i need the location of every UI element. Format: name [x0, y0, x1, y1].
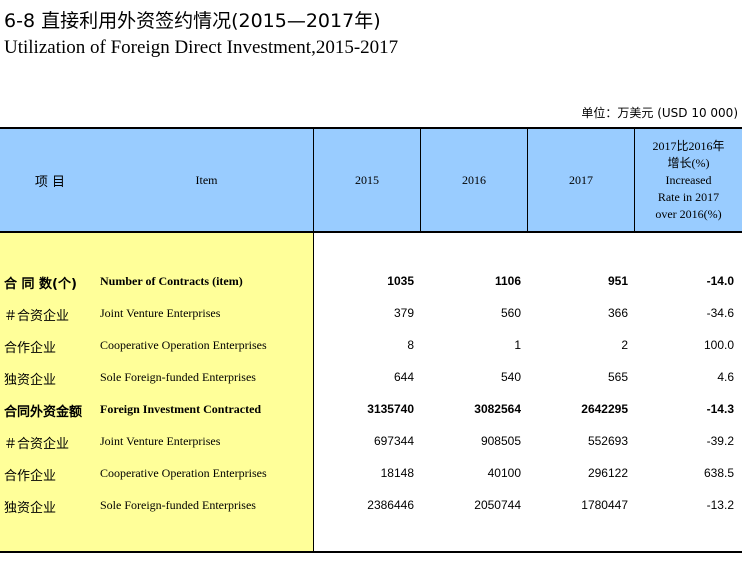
- header-growth-line: Rate in 2017: [657, 189, 720, 204]
- column-divider: [634, 129, 635, 231]
- table-row: 独资企业 Sole Foreign-funded Enterprises 2386…: [0, 489, 742, 521]
- table-row: 独资企业 Sole Foreign-funded Enterprises 644 5…: [0, 361, 742, 393]
- column-divider: [527, 129, 528, 231]
- table-row: 合作企业 Cooperative Operation Enterprises 18…: [0, 457, 742, 489]
- table-row: ＃合资企业 Joint Venture Enterprises 697344 908…: [0, 425, 742, 457]
- row-label-en: Cooperative Operation Enterprises: [100, 466, 267, 480]
- table-row: 合同外资金额 Foreign Investment Contracted 31357…: [0, 393, 742, 425]
- value-2015: 18148: [380, 466, 414, 480]
- value-2016: 1106: [494, 274, 521, 288]
- table-row: 合作企业 Cooperative Operation Enterprises 8 1…: [0, 329, 742, 361]
- column-divider: [313, 129, 314, 231]
- value-2015: 8: [407, 338, 414, 352]
- value-2017: 1780447: [581, 498, 628, 512]
- table-bottom-rule: [0, 551, 742, 553]
- table-title-chinese: 6-8 直接利用外资签约情况(2015—2017年): [4, 10, 381, 32]
- column-divider: [420, 129, 421, 231]
- header-growth-rate: 2017比2016年 增长(%) Increased Rate in 2017 …: [635, 129, 742, 231]
- value-2015: 1035: [387, 274, 414, 288]
- header-year-2016: 2016: [462, 172, 486, 187]
- value-2017: 366: [607, 306, 628, 320]
- value-2015: 697344: [373, 434, 414, 448]
- value-2016: 560: [500, 306, 521, 320]
- row-label-en: Joint Venture Enterprises: [100, 434, 221, 448]
- value-2015: 3135740: [367, 402, 414, 416]
- value-2015: 2386446: [367, 498, 414, 512]
- growth-rate-value: -39.2: [706, 434, 734, 448]
- growth-rate-value: -13.2: [706, 498, 734, 512]
- growth-rate-value: -14.3: [706, 402, 734, 416]
- header-year-2015: 2015: [355, 172, 379, 187]
- value-2016: 540: [500, 370, 521, 384]
- value-2017: 296122: [587, 466, 628, 480]
- row-label-cn: 合作企业: [4, 469, 57, 484]
- row-label-en: Cooperative Operation Enterprises: [100, 338, 267, 352]
- item-column-divider: [313, 233, 314, 551]
- header-item-cn: 项 目: [34, 174, 66, 190]
- item-column-background: [0, 233, 313, 551]
- growth-rate-value: 638.5: [703, 466, 734, 480]
- value-2016: 40100: [487, 466, 521, 480]
- row-label-cn: 独资企业: [4, 373, 57, 388]
- row-label-en: Number of Contracts (item): [100, 274, 243, 288]
- row-label-en: Sole Foreign-funded Enterprises: [100, 370, 256, 384]
- value-2015: 644: [393, 370, 414, 384]
- table-row: 合 同 数(个) Number of Contracts (item) 1035 11…: [0, 265, 742, 297]
- value-2016: 1: [514, 338, 521, 352]
- row-label-cn: 合 同 数(个): [4, 277, 77, 292]
- row-label-en: Foreign Investment Contracted: [100, 402, 262, 416]
- data-table: 项 目 Item 2015 2016 2017 2017比2016年 增长(%)…: [0, 127, 742, 553]
- value-2017: 2642295: [581, 402, 628, 416]
- unit-label: 单位：万美元 (USD 10 000): [581, 106, 738, 120]
- growth-rate-value: 4.6: [717, 370, 734, 384]
- value-2015: 379: [393, 306, 414, 320]
- table-header: 项 目 Item 2015 2016 2017 2017比2016年 增长(%)…: [0, 127, 742, 233]
- row-label-cn: 合同外资金额: [4, 405, 83, 420]
- value-2016: 2050744: [474, 498, 521, 512]
- header-item-en: Item: [195, 172, 218, 187]
- row-label-en: Joint Venture Enterprises: [100, 306, 221, 320]
- value-2017: 565: [607, 370, 628, 384]
- row-label-en: Sole Foreign-funded Enterprises: [100, 498, 256, 512]
- value-2017: 2: [621, 338, 628, 352]
- value-2016: 3082564: [474, 402, 521, 416]
- growth-rate-value: 100.0: [703, 338, 734, 352]
- table-title-english: Utilization of Foreign Direct Investment…: [4, 37, 399, 58]
- table-row: ＃合资企业 Joint Venture Enterprises 379 560 366…: [0, 297, 742, 329]
- growth-rate-value: -34.6: [706, 306, 734, 320]
- header-year-2017: 2017: [569, 172, 593, 187]
- row-label-cn: 独资企业: [4, 501, 57, 516]
- growth-rate-value: -14.0: [706, 274, 734, 288]
- row-label-cn: ＃合资企业: [4, 437, 70, 452]
- value-2016: 908505: [480, 434, 521, 448]
- header-growth-line: 增长(%): [667, 155, 710, 170]
- value-2017: 552693: [587, 434, 628, 448]
- header-growth-line: over 2016(%): [655, 206, 722, 221]
- row-label-cn: 合作企业: [4, 341, 57, 356]
- row-label-cn: ＃合资企业: [4, 309, 70, 324]
- header-growth-line: Increased: [665, 172, 712, 187]
- header-growth-line: 2017比2016年: [652, 138, 725, 153]
- value-2017: 951: [607, 274, 628, 288]
